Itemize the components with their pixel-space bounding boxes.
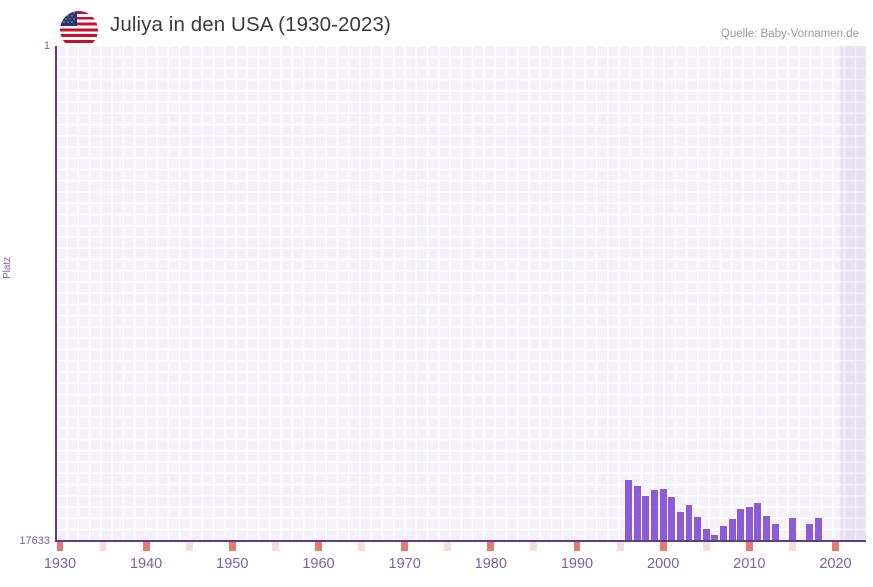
x-tick-minor: [185, 542, 193, 551]
source-attribution: Quelle: Baby-Vornamen.de: [720, 28, 859, 40]
bar: [711, 535, 719, 541]
bar: [788, 517, 796, 541]
bar: [668, 496, 676, 541]
bar: [806, 524, 814, 541]
x-tick-minor: [530, 542, 538, 551]
x-tick-minor: [702, 542, 710, 551]
bar: [745, 507, 753, 541]
bar: [763, 516, 770, 541]
bar: [651, 489, 658, 541]
flag-canton: [60, 11, 77, 26]
x-tick-major: [487, 542, 495, 551]
bar: [676, 511, 684, 541]
bar: [728, 518, 736, 541]
bar: [754, 503, 762, 541]
x-tick-minor: [616, 542, 624, 551]
bar: [625, 480, 633, 541]
x-tick-major: [315, 542, 322, 551]
x-tick-minor: [358, 542, 365, 551]
x-tick-major: [659, 542, 667, 551]
x-tick-major: [228, 542, 236, 551]
bar: [702, 529, 710, 541]
x-tick-minor: [99, 542, 107, 551]
x-tick-major: [745, 542, 753, 551]
chart-header: Juliya in den USA (1930-2023) Quelle: Ba…: [0, 0, 873, 49]
bar: [771, 523, 779, 541]
x-tick-label: 1940: [129, 556, 163, 572]
x-tick-major: [401, 542, 409, 551]
bar: [694, 517, 702, 541]
x-tick-label: 1980: [474, 556, 507, 572]
x-tick-minor: [444, 542, 452, 551]
bar: [642, 495, 650, 541]
x-tick-label: 1970: [388, 556, 421, 572]
x-tick-label: 1960: [302, 556, 335, 572]
bar: [659, 488, 667, 541]
x-tick-label: 2020: [819, 556, 852, 572]
y-axis-label-bottom: 17633: [19, 535, 50, 547]
bar-series: [56, 46, 866, 541]
bar: [720, 526, 727, 541]
x-tick-major: [832, 542, 839, 551]
x-tick-label: 1950: [216, 556, 249, 572]
bar: [685, 504, 693, 541]
x-tick-major: [142, 542, 150, 551]
x-tick-label: 2010: [733, 556, 766, 572]
y-axis-line: [55, 46, 57, 542]
x-tick-label: 1990: [560, 556, 594, 572]
x-tick-major: [573, 542, 581, 551]
flag-stars: [60, 11, 77, 26]
bar: [737, 509, 745, 541]
bar: [814, 518, 822, 541]
x-tick-minor: [271, 542, 279, 551]
plot-area: [56, 46, 866, 541]
usa-flag-icon: [60, 11, 98, 49]
x-tick-label: 2000: [647, 556, 680, 572]
x-tick-major: [56, 542, 64, 551]
x-axis-tick-strip: [56, 542, 866, 551]
y-axis-label-top: 1: [43, 40, 50, 52]
bar: [633, 485, 641, 541]
y-axis-title: Platz: [2, 256, 13, 279]
x-tick-label: 1930: [43, 556, 77, 572]
x-axis-line: [55, 540, 866, 542]
x-tick-minor: [788, 542, 796, 551]
page-title: Juliya in den USA (1930-2023): [110, 13, 391, 36]
